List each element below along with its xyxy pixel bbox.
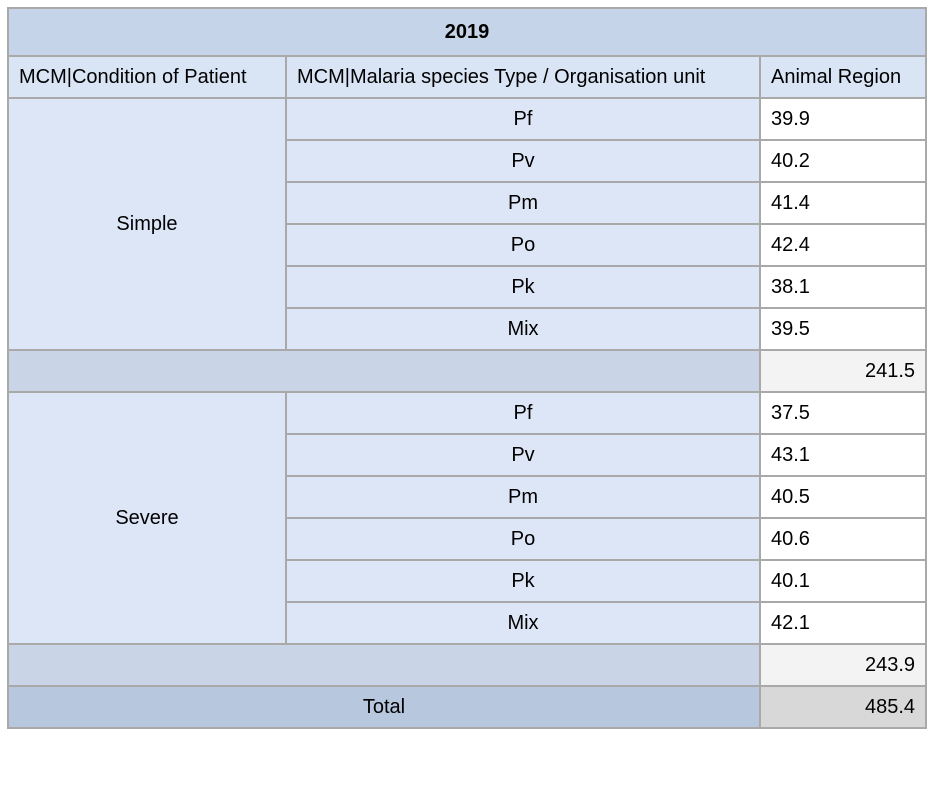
table-row: Mix 42.1 <box>8 601 928 645</box>
species-cell: Po <box>285 223 761 267</box>
value-cell: 40.6 <box>758 517 928 561</box>
species-cell: Mix <box>285 601 761 645</box>
total-label: Total <box>7 685 761 729</box>
value-cell: 39.5 <box>758 307 928 351</box>
value-cell: 40.2 <box>758 139 928 183</box>
table-row: Pk 40.1 <box>8 559 928 603</box>
value-cell: 39.9 <box>758 97 928 141</box>
species-cell: Pv <box>285 433 761 477</box>
condition-column-header[interactable]: MCM|Condition of Patient <box>7 55 287 99</box>
year-header: 2019 <box>6 7 928 57</box>
species-cell: Po <box>285 517 761 561</box>
condition-cell: Severe <box>7 391 287 645</box>
value-cell: 40.1 <box>758 559 928 603</box>
table-row: Simple Pf 39.9 <box>7 97 928 351</box>
species-cell: Pf <box>285 391 761 435</box>
subtotal-row: 241.5 <box>7 349 928 393</box>
subtotal-row: 243.9 <box>7 643 928 687</box>
subtotal-label-cell <box>7 349 761 393</box>
species-cell: Pm <box>285 475 761 519</box>
value-cell: 42.1 <box>758 601 928 645</box>
region-column-header[interactable]: Animal Region <box>758 55 928 99</box>
subtotal-value: 243.9 <box>758 643 928 687</box>
table-row: Po 42.4 <box>8 223 928 267</box>
value-cell: 41.4 <box>758 181 928 225</box>
table-row: Pm 41.4 <box>8 181 928 225</box>
species-cell: Mix <box>285 307 761 351</box>
species-column-header[interactable]: MCM|Malaria species Type / Organisation … <box>285 55 761 99</box>
table-row: Pk 38.1 <box>8 265 928 309</box>
species-cell: Pf <box>285 97 761 141</box>
value-cell: 37.5 <box>758 391 928 435</box>
value-cell: 42.4 <box>758 223 928 267</box>
column-header-row: MCM|Condition of Patient MCM|Malaria spe… <box>7 55 928 99</box>
value-cell: 40.5 <box>758 475 928 519</box>
table-row: Mix 39.5 <box>8 307 928 351</box>
species-cell: Pk <box>285 559 761 603</box>
species-cell: Pv <box>285 139 761 183</box>
value-cell: 38.1 <box>758 265 928 309</box>
value-cell: 43.1 <box>758 433 928 477</box>
year-header-row: 2019 <box>6 7 928 57</box>
subtotal-value: 241.5 <box>758 349 928 393</box>
pivot-table: 2019 MCM|Condition of Patient MCM|Malari… <box>6 7 928 729</box>
species-cell: Pm <box>285 181 761 225</box>
table-row: Severe Pf 37.5 <box>7 391 928 645</box>
table-row: Pm 40.5 <box>8 475 928 519</box>
table-row: Po 40.6 <box>8 517 928 561</box>
total-value: 485.4 <box>758 685 928 729</box>
subtotal-label-cell <box>7 643 761 687</box>
condition-cell: Simple <box>7 97 287 351</box>
table-row: Pv 43.1 <box>8 433 928 477</box>
table-row: Pv 40.2 <box>8 139 928 183</box>
total-row: Total 485.4 <box>7 685 928 729</box>
species-cell: Pk <box>285 265 761 309</box>
